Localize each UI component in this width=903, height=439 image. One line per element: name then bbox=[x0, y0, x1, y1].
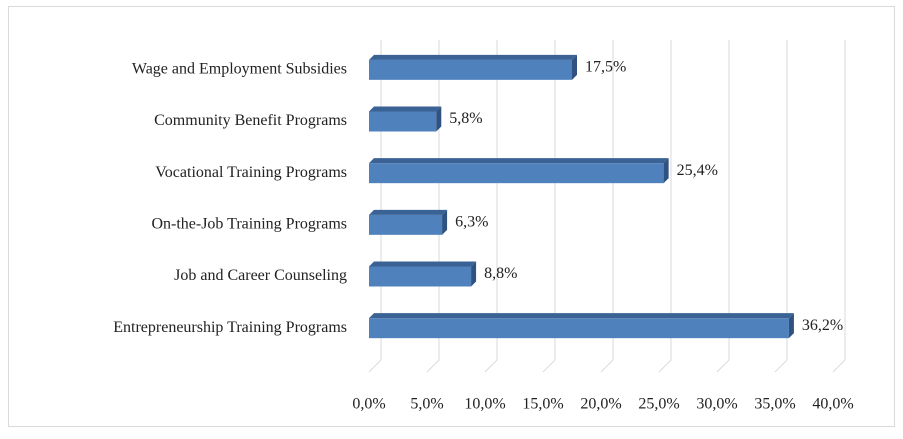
grid-line-floor bbox=[716, 359, 730, 373]
bar-top bbox=[369, 313, 794, 319]
bar bbox=[369, 59, 572, 80]
x-tick-label: 10,0% bbox=[464, 396, 505, 413]
bar-top bbox=[369, 261, 477, 267]
bar-top bbox=[369, 106, 442, 112]
data-label: 6,3% bbox=[455, 214, 488, 231]
bar-top bbox=[369, 54, 577, 60]
bar bbox=[369, 163, 664, 184]
bar-top bbox=[369, 209, 448, 215]
x-tick-label: 0,0% bbox=[352, 396, 385, 413]
grid-line-floor bbox=[368, 359, 382, 373]
bar-side bbox=[788, 313, 794, 339]
data-label: 5,8% bbox=[449, 110, 482, 127]
x-tick-label: 40,0% bbox=[812, 396, 853, 413]
y-tick-label: Vocational Training Programs bbox=[155, 164, 347, 181]
data-label: 36,2% bbox=[802, 317, 843, 334]
bar-top bbox=[369, 158, 669, 164]
y-tick-label: Job and Career Counseling bbox=[174, 267, 347, 284]
bar-side bbox=[663, 158, 669, 184]
x-tick-label: 5,0% bbox=[410, 396, 443, 413]
x-tick-label: 20,0% bbox=[580, 396, 621, 413]
y-tick-label: Entrepreneurship Training Programs bbox=[113, 319, 347, 336]
bar-side bbox=[572, 54, 577, 80]
x-tick-label: 25,0% bbox=[638, 396, 679, 413]
grid-line-floor bbox=[484, 359, 498, 373]
bar-side bbox=[442, 209, 448, 235]
y-tick-label: On-the-Job Training Programs bbox=[151, 216, 347, 233]
x-tick-label: 15,0% bbox=[522, 396, 563, 413]
grid-line-floor bbox=[426, 359, 440, 373]
y-tick-label: Community Benefit Programs bbox=[154, 112, 347, 129]
grid-line-floor bbox=[774, 359, 788, 373]
grid-line-floor bbox=[542, 359, 556, 373]
grid-line-floor bbox=[832, 359, 846, 373]
x-tick-label: 35,0% bbox=[754, 396, 795, 413]
chart-frame bbox=[8, 6, 895, 427]
data-label: 17,5% bbox=[585, 59, 626, 76]
grid-line-floor bbox=[600, 359, 614, 373]
x-tick-label: 30,0% bbox=[696, 396, 737, 413]
bar bbox=[369, 266, 472, 287]
bar bbox=[369, 214, 443, 235]
bar-side bbox=[471, 261, 477, 287]
bar bbox=[369, 111, 437, 132]
y-tick-label: Wage and Employment Subsidies bbox=[132, 61, 347, 78]
data-label: 25,4% bbox=[677, 162, 718, 179]
bar bbox=[369, 318, 789, 339]
grid-line-floor bbox=[658, 359, 672, 373]
data-label: 8,8% bbox=[484, 265, 517, 282]
bar-side bbox=[436, 106, 442, 132]
